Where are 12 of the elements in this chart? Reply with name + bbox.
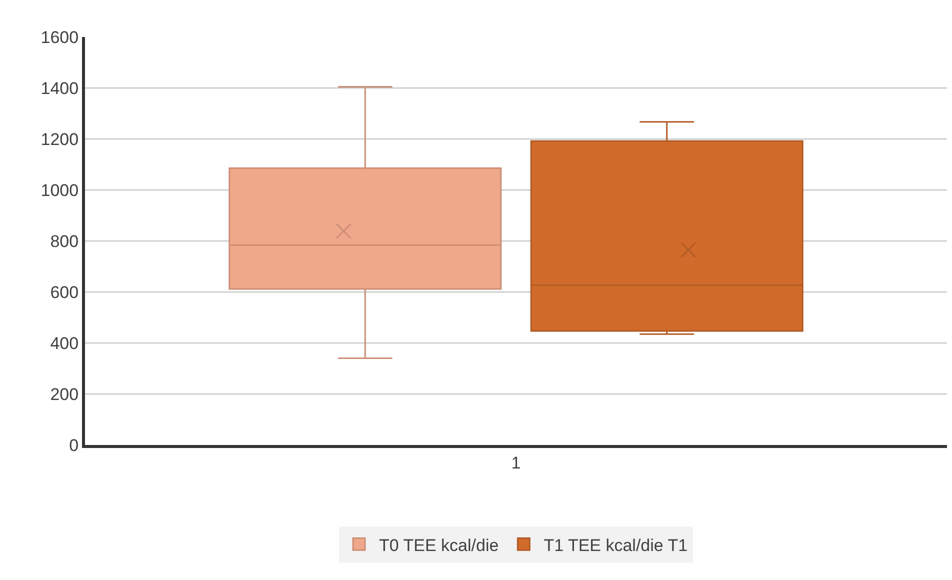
y-tick-label: 200 bbox=[50, 384, 79, 404]
y-tick-label: 1600 bbox=[40, 28, 79, 47]
y-tick-label: 0 bbox=[69, 436, 79, 455]
y-tick-label: 1400 bbox=[40, 78, 79, 98]
y-tick-label: 600 bbox=[50, 282, 79, 302]
x-tick-label: 1 bbox=[511, 453, 521, 472]
y-tick-label: 400 bbox=[50, 334, 79, 353]
y-tick-label: 1200 bbox=[40, 130, 79, 149]
legend-label: T0 TEE kcal/die bbox=[379, 536, 499, 555]
legend-label: T1 TEE kcal/die T1 bbox=[544, 536, 688, 555]
y-tick-label: 1000 bbox=[40, 180, 79, 200]
y-tick-label: 800 bbox=[50, 232, 79, 251]
